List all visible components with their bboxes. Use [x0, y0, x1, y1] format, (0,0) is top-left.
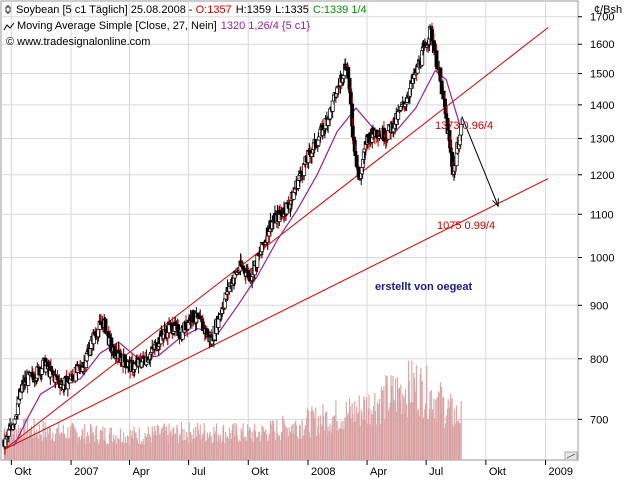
- y-tick-label: 1700: [590, 12, 614, 24]
- x-axis: Okt 2007 Apr Jul Okt 2008 Apr Jul Okt 2009: [10, 460, 573, 478]
- legend-title: Soybean [5 c1 Täglich] 25.08.2008 -: [16, 4, 196, 16]
- trendlines: [3, 27, 549, 450]
- arrow-shaft: [461, 116, 499, 207]
- close-value: C:1339 1/4: [313, 4, 367, 16]
- low-value: L:1335: [275, 4, 309, 16]
- high-value: H:1359: [236, 4, 271, 16]
- y-tick-label: 800: [590, 354, 608, 366]
- legend: Soybean [5 c1 Täglich] 25.08.2008 - O:13…: [3, 4, 367, 48]
- y-tick-label: 1100: [590, 209, 614, 221]
- y-tick-label: 1600: [590, 39, 614, 51]
- candle-body: [353, 150, 358, 156]
- volume-bars: [3, 360, 462, 460]
- candle-body: [352, 136, 357, 141]
- y-tick-label: 1000: [590, 253, 614, 265]
- y-axis: 700 800 900 1000 1100 1200 1300 1400 1500 1600 170…: [578, 12, 614, 426]
- y-tick-label: 700: [590, 414, 608, 426]
- y-tick-label: 1300: [590, 133, 614, 145]
- arrow-head: [492, 198, 499, 208]
- y-axis-unit: ¢/Bsh: [594, 4, 622, 16]
- x-tick-label: 2007: [74, 466, 98, 478]
- candle-body: [103, 318, 108, 334]
- ma-label: Moving Average Simple [Close, 27, Nein]: [17, 20, 217, 32]
- x-tick-label: Apr: [133, 466, 150, 478]
- x-tick-label: Jul: [429, 466, 443, 478]
- open-value: O:1357: [196, 4, 232, 16]
- x-tick-label: Okt: [489, 466, 506, 478]
- candle-body: [346, 67, 351, 79]
- candle-body: [49, 366, 53, 371]
- projection-arrow: [461, 116, 499, 208]
- candle-body: [354, 155, 359, 167]
- lower-target-label: 1075 0.99/4: [437, 220, 495, 232]
- candle-body: [454, 152, 459, 167]
- candle-body: [434, 50, 439, 67]
- y-tick-label: 1500: [590, 69, 614, 81]
- y-tick-label: 1400: [590, 100, 614, 112]
- ma-value: 1320 1,26/4 {5 c1}: [221, 20, 311, 32]
- grid-lines: [1, 1, 578, 460]
- x-tick-label: Apr: [370, 466, 387, 478]
- moving-average-icon: [3, 22, 15, 31]
- y-tick-label: 900: [590, 300, 608, 312]
- x-tick-label: Jul: [192, 466, 206, 478]
- candle-body: [316, 139, 321, 146]
- price-icon: [5, 5, 11, 14]
- x-tick-label: Okt: [251, 466, 268, 478]
- y-tick-label: 1200: [590, 170, 614, 182]
- x-tick-label: 2009: [549, 466, 573, 478]
- svg-text:Moving Average Simple [Close,: Moving Average Simple [Close, 27, Nein] 1…: [17, 20, 310, 32]
- price-candles: [2, 22, 464, 455]
- plot-area: [0, 0, 579, 461]
- candle-body: [123, 354, 127, 363]
- trendline: [3, 27, 549, 450]
- candle-body: [255, 254, 260, 268]
- upper-target-label: 1373 0.96/4: [435, 120, 493, 132]
- x-tick-label: 2008: [311, 466, 335, 478]
- svg-text:Soybean [5 c1 Täglich] 25.08.: Soybean [5 c1 Täglich] 25.08.2008 - O:13…: [16, 4, 367, 16]
- trendline: [4, 178, 549, 450]
- candle-body: [459, 124, 464, 136]
- x-tick-label: Okt: [14, 466, 31, 478]
- author-label: erstellt von oegeat: [375, 281, 473, 293]
- candle-body: [6, 429, 11, 437]
- scroll-corner[interactable]: [564, 451, 578, 461]
- copyright-text: © www.tradesignalonline.com: [6, 36, 150, 48]
- candle-body: [444, 113, 449, 119]
